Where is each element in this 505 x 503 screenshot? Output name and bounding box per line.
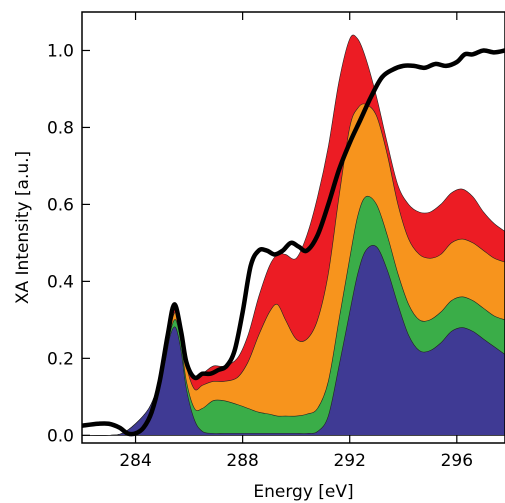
x-axis: 284 288 292 296: [119, 12, 473, 471]
plot-frame: [81, 11, 505, 444]
x-tick-label: 284: [119, 451, 151, 471]
x-tick-label: 288: [226, 451, 258, 471]
plot-line-group: [82, 48, 505, 437]
x-tick-label: 292: [333, 451, 365, 471]
x-axis-label: Energy [eV]: [253, 482, 353, 502]
y-tick-label: 1.0: [47, 41, 74, 61]
y-axis: 0.0 0.2 0.4 0.6 0.8 1.0: [47, 41, 90, 446]
y-tick-label: 0.0: [47, 426, 74, 446]
area-blue: [82, 245, 505, 436]
measured-line: [82, 48, 505, 437]
y-tick-label: 0.4: [47, 272, 74, 292]
y-tick-label: 0.6: [47, 195, 74, 215]
y-axis-label: XA Intensity [a.u.]: [13, 151, 33, 304]
y-tick-label: 0.8: [47, 118, 74, 138]
plot-areas: [82, 34, 505, 436]
y-tick-label: 0.2: [47, 349, 74, 369]
x-tick-label: 296: [441, 451, 473, 471]
